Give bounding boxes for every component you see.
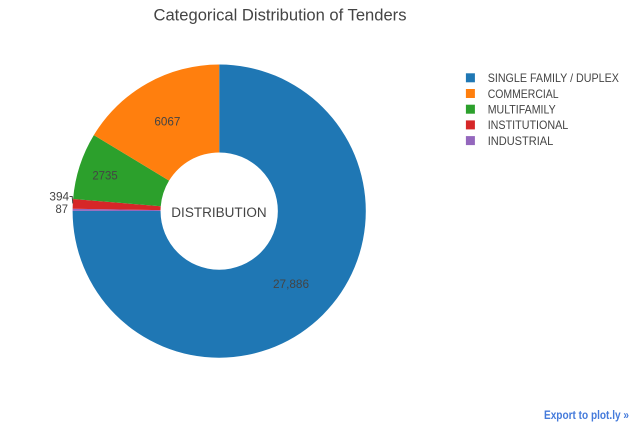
svg-text:6067: 6067 <box>154 115 180 129</box>
svg-text:Export to plot.ly »: Export to plot.ly » <box>544 410 629 422</box>
svg-text:394: 394 <box>49 190 69 204</box>
svg-text:27,886: 27,886 <box>273 277 309 291</box>
svg-text:INDUSTRIAL: INDUSTRIAL <box>488 134 554 148</box>
svg-text:2735: 2735 <box>92 168 118 182</box>
svg-text:INSTITUTIONAL: INSTITUTIONAL <box>488 118 569 132</box>
svg-text:COMMERCIAL: COMMERCIAL <box>488 87 559 101</box>
svg-text:Categorical Distribution of Te: Categorical Distribution of Tenders <box>154 7 407 25</box>
svg-text:87: 87 <box>56 202 69 216</box>
svg-text:SINGLE FAMILY / DUPLEX: SINGLE FAMILY / DUPLEX <box>488 71 619 85</box>
svg-text:MULTIFAMILY: MULTIFAMILY <box>488 103 556 117</box>
svg-text:DISTRIBUTION: DISTRIBUTION <box>171 205 266 220</box>
